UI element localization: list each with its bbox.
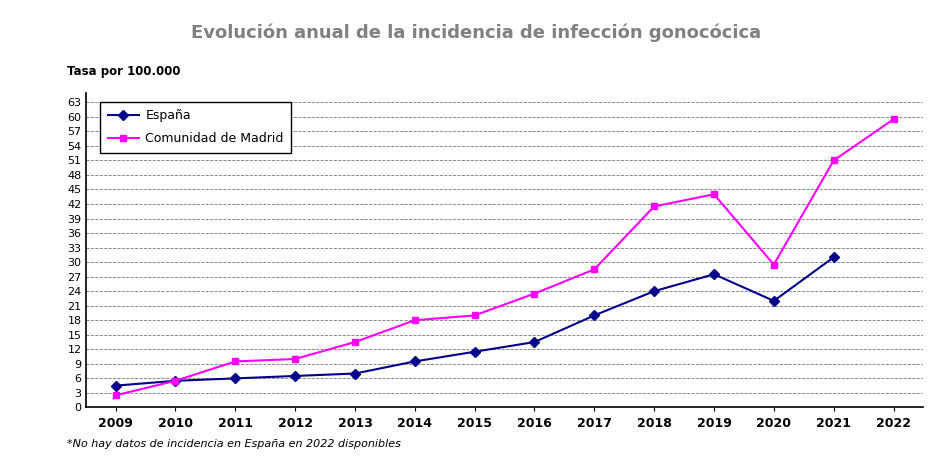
Comunidad de Madrid <box>588 267 600 272</box>
Comunidad de Madrid <box>109 393 121 398</box>
Line: Comunidad de Madrid: Comunidad de Madrid <box>112 116 897 399</box>
Comunidad de Madrid <box>169 378 181 383</box>
Text: *No hay datos de incidencia en España en 2022 disponibles: *No hay datos de incidencia en España en… <box>67 439 401 449</box>
España <box>708 271 720 277</box>
España <box>828 255 840 260</box>
España <box>349 371 361 376</box>
Comunidad de Madrid <box>409 318 421 323</box>
Comunidad de Madrid <box>768 262 780 267</box>
Comunidad de Madrid <box>469 313 481 318</box>
Comunidad de Madrid <box>708 192 720 197</box>
Legend: España, Comunidad de Madrid: España, Comunidad de Madrid <box>100 102 291 153</box>
España <box>768 298 780 304</box>
Comunidad de Madrid <box>888 117 900 122</box>
España <box>588 313 600 318</box>
España <box>409 359 421 364</box>
España <box>169 378 181 383</box>
Comunidad de Madrid <box>289 356 301 362</box>
Comunidad de Madrid <box>229 359 241 364</box>
Comunidad de Madrid <box>528 291 540 296</box>
Comunidad de Madrid <box>648 204 660 209</box>
Text: Tasa por 100.000: Tasa por 100.000 <box>67 65 180 78</box>
España <box>528 339 540 345</box>
España <box>469 349 481 355</box>
España <box>229 375 241 381</box>
Comunidad de Madrid <box>828 157 840 163</box>
Line: España: España <box>112 254 837 389</box>
España <box>289 373 301 379</box>
Text: Evolución anual de la incidencia de infección gonocócica: Evolución anual de la incidencia de infe… <box>191 23 761 42</box>
España <box>109 383 121 388</box>
España <box>648 288 660 294</box>
Comunidad de Madrid <box>349 339 361 345</box>
